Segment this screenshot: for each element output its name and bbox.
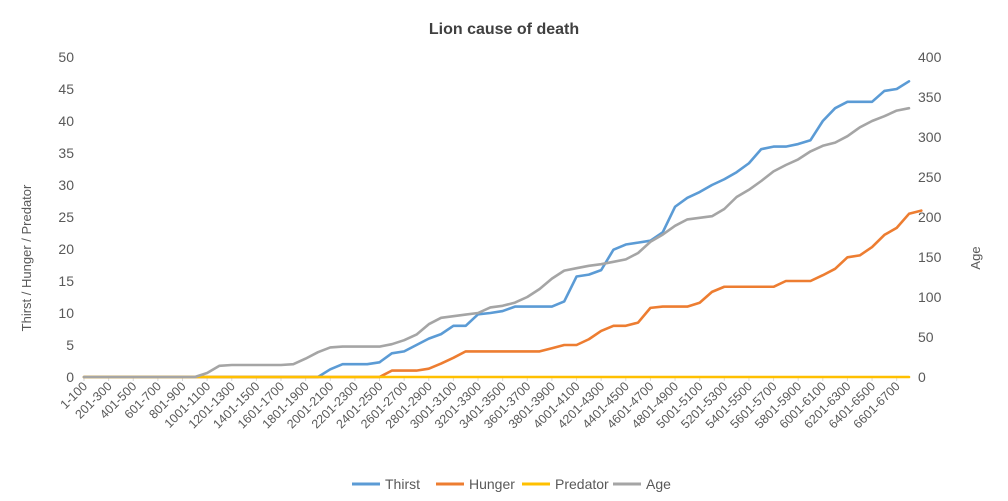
y-tick-label: 30 [58,177,74,193]
y2-tick-label: 0 [918,369,926,385]
y-tick-label: 15 [58,273,74,289]
y-tick-label: 5 [66,337,74,353]
y-tick-label: 20 [58,241,74,257]
legend-label-hunger: Hunger [469,476,515,492]
y2-tick-label: 350 [918,89,942,105]
y2-tick-label: 250 [918,169,942,185]
y2-axis-label: Age [968,246,983,269]
series-line-age [82,106,911,379]
y-tick-label: 50 [58,49,74,65]
y-tick-label: 10 [58,305,74,321]
series-line-hunger [82,209,923,379]
y-axis-label: Thirst / Hunger / Predator [19,184,34,331]
legend: Thirst Hunger Predator Age [352,476,671,492]
y-tick-label: 35 [58,145,74,161]
legend-label-thirst: Thirst [385,476,420,492]
y-tick-label: 45 [58,81,74,97]
y-tick-label: 0 [66,369,74,385]
y-tick-label: 40 [58,113,74,129]
legend-label-predator: Predator [555,476,609,492]
y2-tick-label: 150 [918,249,942,265]
y2-tick-label: 300 [918,129,942,145]
y2-tick-label: 400 [918,49,942,65]
chart-title: Lion cause of death [429,21,579,38]
y2-tick-label: 100 [918,289,942,305]
series-layer [82,80,923,379]
y2-tick-label: 50 [918,329,934,345]
series-line-thirst [82,80,911,379]
y2-tick-label: 200 [918,209,942,225]
legend-label-age: Age [646,476,671,492]
y-tick-label: 25 [58,209,74,225]
axes: 0 5 10 15 20 25 30 35 40 45 50 0 50 100 150 200 250 300 35… [58,49,942,431]
